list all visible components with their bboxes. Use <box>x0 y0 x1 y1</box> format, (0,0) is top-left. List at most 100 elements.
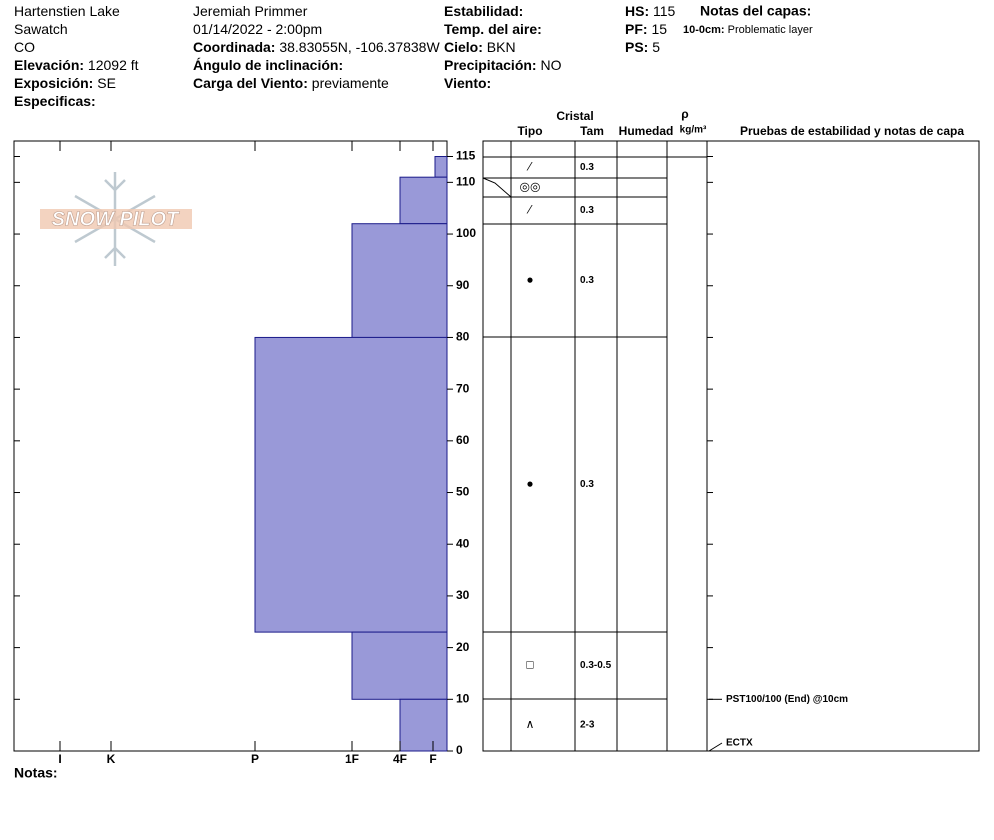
y-tick-label: 30 <box>456 588 470 602</box>
y-tick-label: 0 <box>456 743 463 757</box>
notes-label: Notas: <box>14 765 58 781</box>
table-header: Humedad <box>619 124 674 138</box>
y-tick-label: 50 <box>456 485 470 499</box>
field-label: HS: <box>625 3 649 19</box>
header-field: Especificas: <box>14 93 96 109</box>
table-frame <box>482 140 980 752</box>
hardness-layer <box>434 156 448 178</box>
table-header: Tipo <box>517 124 542 138</box>
table-header: Tam <box>580 124 604 138</box>
y-tick-label: 10 <box>456 691 470 705</box>
grain-type: □ <box>526 658 533 672</box>
hardness-label: 1F <box>345 752 359 766</box>
y-tick-label: 115 <box>456 149 476 163</box>
field-value: Sawatch <box>14 21 68 37</box>
grain-type: ● <box>526 477 533 491</box>
grain-type: ● <box>526 273 533 287</box>
field-label: Precipitación: <box>444 57 537 73</box>
field-label: Carga del Viento: <box>193 75 308 91</box>
field-value: CO <box>14 39 35 55</box>
hardness-label: 4F <box>393 752 407 766</box>
header-field: Elevación: 12092 ft <box>14 57 139 73</box>
logo-text: SNOW PILOT <box>52 208 180 230</box>
hardness-layer <box>351 631 448 700</box>
header-field: Cielo: BKN <box>444 39 516 55</box>
field-label: Cielo: <box>444 39 483 55</box>
table-header: kg/m³ <box>680 125 707 136</box>
header-field: CO <box>14 39 35 55</box>
note-value: Problematic layer <box>728 24 813 36</box>
y-tick-label: 60 <box>456 433 470 447</box>
y-tick-label: 110 <box>456 175 476 189</box>
y-tick-label: 40 <box>456 536 470 550</box>
field-label: Exposición: <box>14 75 93 91</box>
note-label: 10-0cm: <box>683 24 725 36</box>
header-field: PS: 5 <box>625 39 660 55</box>
stability-test: ECTX <box>726 738 753 749</box>
field-value: 01/14/2022 - 2:00pm <box>193 21 322 37</box>
table-header: ρ <box>681 107 688 121</box>
grain-size: 2-3 <box>580 720 595 731</box>
layer-connector <box>482 177 512 198</box>
header-field: HS: 115 <box>625 3 676 19</box>
hardness-layer <box>399 176 448 225</box>
field-label: Viento: <box>444 75 491 91</box>
field-value: previamente <box>312 75 389 91</box>
field-label: Estabilidad: <box>444 3 523 19</box>
hardness-layer <box>399 698 448 752</box>
table-header: Pruebas de estabilidad y notas de capa <box>740 124 964 138</box>
grain-type: ◎◎ <box>520 180 541 194</box>
table-header: Cristal <box>556 109 593 123</box>
header-field: Jeremiah Primmer <box>193 3 308 19</box>
notes-title: Notas del capas: <box>700 3 811 19</box>
grain-type: ⁄ <box>526 160 533 174</box>
y-tick-label: 90 <box>456 278 470 292</box>
field-value: Hartenstien Lake <box>14 3 120 19</box>
layer-note: 10-0cm: Problematic layer <box>683 24 813 36</box>
header-field: Temp. del aire: <box>444 21 542 37</box>
field-label: Temp. del aire: <box>444 21 542 37</box>
hardness-layer <box>254 336 448 633</box>
grain-type: ⁄ <box>526 203 533 217</box>
field-value: 5 <box>652 39 660 55</box>
header-field: Coordinada: 38.83055N, -106.37838W <box>193 39 440 55</box>
y-tick-label: 70 <box>456 381 470 395</box>
header-field: 01/14/2022 - 2:00pm <box>193 21 322 37</box>
field-value: SE <box>97 75 116 91</box>
grain-size: 0.3 <box>580 275 594 286</box>
header-field: Sawatch <box>14 21 68 37</box>
grain-type: ∧ <box>526 717 535 731</box>
header-field: Precipitación: NO <box>444 57 562 73</box>
field-label: PS: <box>625 39 648 55</box>
field-label: Elevación: <box>14 57 84 73</box>
y-tick-label: 100 <box>456 226 476 240</box>
header-field: PF: 15 <box>625 21 667 37</box>
field-value: 115 <box>653 3 676 19</box>
field-label: Coordinada: <box>193 39 275 55</box>
field-value: BKN <box>487 39 516 55</box>
header-field: Carga del Viento: previamente <box>193 75 389 91</box>
hardness-layer <box>351 223 448 338</box>
stability-test: PST100/100 (End) @10cm <box>726 694 848 705</box>
logo-band <box>40 209 192 229</box>
field-label: Especificas: <box>14 93 96 109</box>
header-field: Estabilidad: <box>444 3 523 19</box>
grain-size: 0.3 <box>580 479 594 490</box>
hardness-label: K <box>107 752 116 766</box>
header-field: Exposición: SE <box>14 75 116 91</box>
y-tick-label: 80 <box>456 330 470 344</box>
hardness-label: P <box>251 752 259 766</box>
header-field: Ángulo de inclinación: <box>193 57 343 73</box>
header-field: Viento: <box>444 75 491 91</box>
test-arrow <box>708 742 723 752</box>
grain-size: 0.3 <box>580 162 594 173</box>
field-value: 38.83055N, -106.37838W <box>279 39 440 55</box>
field-value: Jeremiah Primmer <box>193 3 308 19</box>
grain-size: 0.3-0.5 <box>580 660 612 671</box>
header-field: Hartenstien Lake <box>14 3 120 19</box>
field-label: PF: <box>625 21 648 37</box>
hardness-label: I <box>58 752 61 766</box>
y-tick-label: 20 <box>456 640 470 654</box>
